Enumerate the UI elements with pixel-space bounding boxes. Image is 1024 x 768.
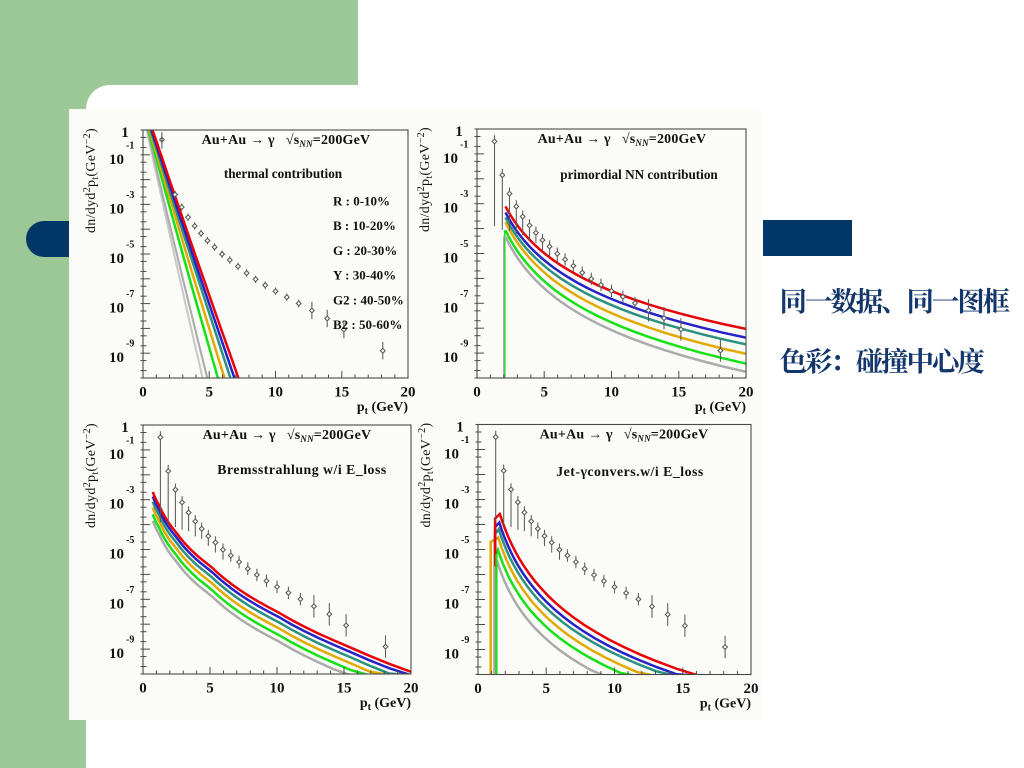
svg-text:1: 1 [455, 124, 463, 140]
svg-text:10: 10 [444, 547, 459, 563]
svg-text:10: 10 [109, 301, 124, 317]
svg-text:dn/dyd2pt(GeV−2): dn/dyd2pt(GeV−2) [416, 127, 435, 232]
svg-text:primordial NN contribution: primordial NN contribution [560, 167, 718, 182]
svg-text:-7: -7 [126, 289, 134, 300]
svg-text:10: 10 [443, 251, 458, 267]
svg-text:R : 0-10%: R : 0-10% [333, 194, 390, 209]
svg-text:10: 10 [604, 385, 619, 401]
svg-text:0: 0 [139, 385, 147, 401]
svg-text:-9: -9 [460, 339, 468, 350]
svg-text:dn/dyd2pt(GeV−2): dn/dyd2pt(GeV−2) [82, 128, 101, 233]
svg-text:-3: -3 [461, 485, 469, 496]
svg-text:20: 20 [744, 681, 759, 697]
svg-text:10: 10 [444, 647, 459, 663]
svg-text:0: 0 [473, 385, 481, 401]
svg-text:10: 10 [109, 646, 124, 662]
svg-text:10: 10 [109, 152, 124, 168]
svg-text:pt (GeV): pt (GeV) [700, 697, 752, 714]
svg-text:B2 : 50-60%: B2 : 50-60% [333, 317, 402, 332]
svg-text:-3: -3 [126, 190, 134, 201]
svg-text:5: 5 [542, 681, 550, 697]
svg-text:5: 5 [206, 681, 214, 697]
svg-text:10: 10 [443, 350, 458, 366]
svg-text:15: 15 [671, 385, 686, 401]
svg-text:10: 10 [109, 596, 124, 612]
svg-text:thermal contribution: thermal contribution [224, 166, 343, 181]
svg-text:0: 0 [139, 681, 147, 697]
svg-text:10: 10 [444, 497, 459, 513]
svg-text:10: 10 [109, 201, 124, 217]
svg-text:10: 10 [443, 151, 458, 167]
svg-text:10: 10 [109, 497, 124, 513]
svg-text:dn/dyd2pt(GeV−2): dn/dyd2pt(GeV−2) [417, 423, 436, 528]
svg-text:-7: -7 [126, 585, 134, 596]
svg-text:Au+Au → γ √sNN=200GeV: Au+Au → γ √sNN=200GeV [203, 428, 372, 444]
svg-text:10: 10 [607, 681, 622, 697]
svg-text:G2 : 40-50%: G2 : 40-50% [333, 292, 404, 307]
svg-text:15: 15 [675, 681, 690, 697]
svg-text:10: 10 [109, 547, 124, 563]
svg-text:15: 15 [334, 385, 349, 401]
svg-text:20: 20 [404, 681, 419, 697]
svg-text:pt (GeV): pt (GeV) [695, 400, 747, 417]
svg-text:15: 15 [337, 681, 352, 697]
svg-text:dn/dyd2pt(GeV−2): dn/dyd2pt(GeV−2) [82, 423, 101, 528]
svg-text:-5: -5 [461, 535, 469, 546]
svg-text:-1: -1 [126, 435, 134, 446]
svg-text:10: 10 [109, 447, 124, 463]
svg-text:20: 20 [739, 385, 754, 401]
svg-text:10: 10 [444, 597, 459, 613]
svg-text:10: 10 [270, 681, 285, 697]
svg-text:10: 10 [443, 201, 458, 217]
svg-text:-5: -5 [126, 240, 134, 251]
svg-text:10: 10 [444, 447, 459, 463]
svg-text:-9: -9 [126, 339, 134, 350]
svg-text:5: 5 [205, 385, 213, 401]
svg-text:1: 1 [121, 125, 129, 141]
svg-text:G : 20-30%: G : 20-30% [333, 243, 397, 258]
svg-text:Au+Au → γ √sNN=200GeV: Au+Au → γ √sNN=200GeV [538, 132, 707, 148]
svg-text:Y : 30-40%: Y : 30-40% [333, 268, 396, 283]
svg-text:10: 10 [268, 385, 283, 401]
svg-text:-3: -3 [126, 485, 134, 496]
svg-text:-5: -5 [126, 535, 134, 546]
svg-text:10: 10 [443, 300, 458, 316]
svg-text:pt (GeV): pt (GeV) [357, 400, 409, 417]
svg-text:-3: -3 [460, 189, 468, 200]
svg-text:-1: -1 [126, 140, 134, 151]
svg-text:5: 5 [540, 385, 548, 401]
svg-text:Jet-γconvers.w/i E_loss: Jet-γconvers.w/i E_loss [556, 464, 704, 479]
svg-text:10: 10 [109, 251, 124, 267]
svg-text:10: 10 [109, 350, 124, 366]
svg-text:-7: -7 [461, 585, 469, 596]
svg-text:Au+Au → γ √sNN=200GeV: Au+Au → γ √sNN=200GeV [202, 133, 371, 149]
svg-text:B : 10-20%: B : 10-20% [333, 218, 396, 233]
svg-text:1: 1 [456, 420, 464, 436]
svg-text:-7: -7 [460, 289, 468, 300]
svg-text:-9: -9 [461, 635, 469, 646]
svg-text:0: 0 [474, 681, 482, 697]
svg-text:Bremsstrahlung w/i E_loss: Bremsstrahlung w/i E_loss [217, 462, 387, 477]
svg-text:-5: -5 [460, 239, 468, 250]
svg-text:pt (GeV): pt (GeV) [360, 696, 412, 713]
svg-text:Au+Au → γ √sNN=200GeV: Au+Au → γ √sNN=200GeV [540, 427, 709, 443]
svg-text:20: 20 [401, 385, 416, 401]
svg-text:1: 1 [121, 420, 129, 436]
svg-text:-1: -1 [460, 139, 468, 150]
svg-text:-9: -9 [126, 635, 134, 646]
svg-text:-1: -1 [461, 435, 469, 446]
